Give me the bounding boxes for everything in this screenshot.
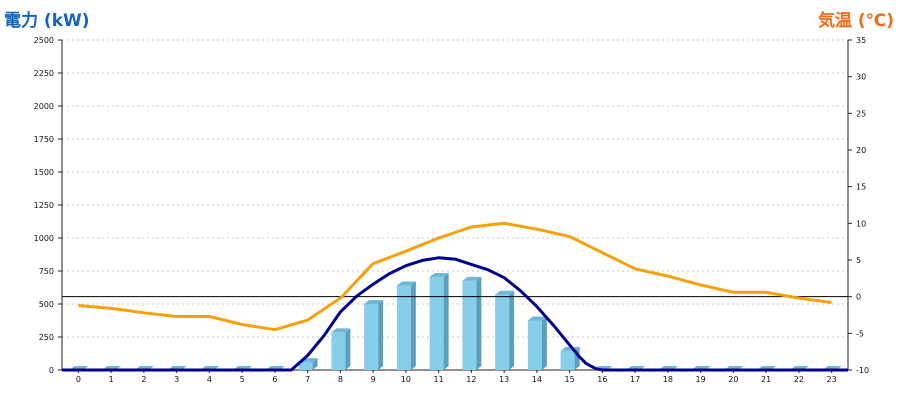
bar-top: [527, 316, 547, 321]
x-tick-label: 18: [663, 375, 673, 384]
x-tick-label: 8: [338, 375, 343, 384]
right-tick-label: 25: [856, 109, 866, 118]
x-tick-label: 4: [207, 375, 212, 384]
x-tick-label: 2: [141, 375, 146, 384]
bar-top: [396, 281, 416, 286]
right-tick-label: 5: [856, 256, 861, 265]
bar-top: [462, 276, 482, 281]
left-tick-label: 2500: [34, 36, 54, 45]
bar: [527, 316, 547, 370]
bar-side: [443, 272, 449, 370]
x-tick-label: 11: [434, 375, 444, 384]
bar-front: [462, 280, 477, 370]
bar-top: [331, 328, 351, 333]
right-axis-title: 気温 (℃): [817, 11, 894, 31]
grid-layer: [62, 39, 848, 338]
bar-front: [396, 285, 411, 370]
right-tick-label: 30: [856, 73, 866, 82]
bar-top: [429, 272, 449, 277]
bar-side: [476, 276, 482, 370]
x-tick-label: 19: [696, 375, 706, 384]
x-tick-label: 20: [728, 375, 738, 384]
left-tick-label: 500: [39, 300, 54, 309]
right-tick-label: 15: [856, 183, 866, 192]
bar-front: [429, 276, 444, 370]
power-curve-line: [62, 256, 848, 372]
x-tick-label: 6: [272, 375, 277, 384]
x-tick-label: 21: [761, 375, 771, 384]
temperature-line: [78, 221, 832, 332]
x-tick-label: 9: [371, 375, 376, 384]
x-tick-label: 17: [630, 375, 640, 384]
x-tick-label: 12: [466, 375, 476, 384]
left-axis-title: 電力 (kW): [4, 11, 90, 31]
x-tick-label: 3: [174, 375, 179, 384]
left-tick-label: 2250: [34, 69, 54, 78]
left-tick-label: 1750: [34, 135, 54, 144]
bar-front: [495, 294, 510, 370]
bar: [331, 328, 351, 370]
x-tick-label: 22: [794, 375, 804, 384]
bar-front: [527, 320, 542, 370]
bar: [364, 300, 384, 370]
left-tick-label: 1000: [34, 234, 54, 243]
left-tick-label: 250: [39, 333, 54, 342]
bar-front: [298, 362, 313, 370]
left-tick-label: 1500: [34, 168, 54, 177]
x-tick-label: 16: [597, 375, 607, 384]
right-tick-label: -10: [856, 366, 869, 375]
right-tick-label: 35: [856, 36, 866, 45]
x-tick-label: 23: [827, 375, 837, 384]
x-tick-label: 13: [499, 375, 509, 384]
bar-top: [364, 300, 384, 304]
bar-side: [345, 328, 351, 370]
bar-side: [378, 300, 384, 370]
right-tick-label: -5: [856, 329, 864, 338]
right-tick-label: 0: [856, 293, 861, 302]
bar: [495, 290, 515, 370]
right-tick-label: 10: [856, 219, 866, 228]
label-layer: 02505007501000125015001750200022502500-1…: [34, 36, 869, 384]
bar-front: [364, 304, 379, 370]
bar-side: [410, 281, 416, 370]
left-tick-label: 750: [39, 267, 54, 276]
x-tick-label: 14: [532, 375, 542, 384]
left-tick-label: 1250: [34, 201, 54, 210]
bar-front: [560, 350, 575, 370]
bar: [560, 346, 580, 370]
bar-layer: [69, 272, 842, 370]
x-tick-label: 0: [76, 375, 81, 384]
bar-side: [541, 316, 547, 370]
axis-layer: [58, 39, 852, 373]
line-layer: [62, 221, 848, 372]
x-tick-label: 5: [240, 375, 245, 384]
bar-side: [312, 358, 318, 370]
bar-front: [331, 332, 346, 370]
x-tick-label: 7: [305, 375, 310, 384]
bar: [396, 281, 416, 370]
bar-top: [495, 290, 515, 295]
bar-side: [509, 290, 515, 370]
left-tick-label: 0: [49, 366, 54, 375]
x-tick-label: 10: [401, 375, 411, 384]
x-tick-label: 15: [565, 375, 575, 384]
right-tick-label: 20: [856, 146, 866, 155]
x-tick-label: 1: [109, 375, 114, 384]
bar: [429, 272, 449, 370]
bar: [462, 276, 482, 370]
left-tick-label: 2000: [34, 102, 54, 111]
